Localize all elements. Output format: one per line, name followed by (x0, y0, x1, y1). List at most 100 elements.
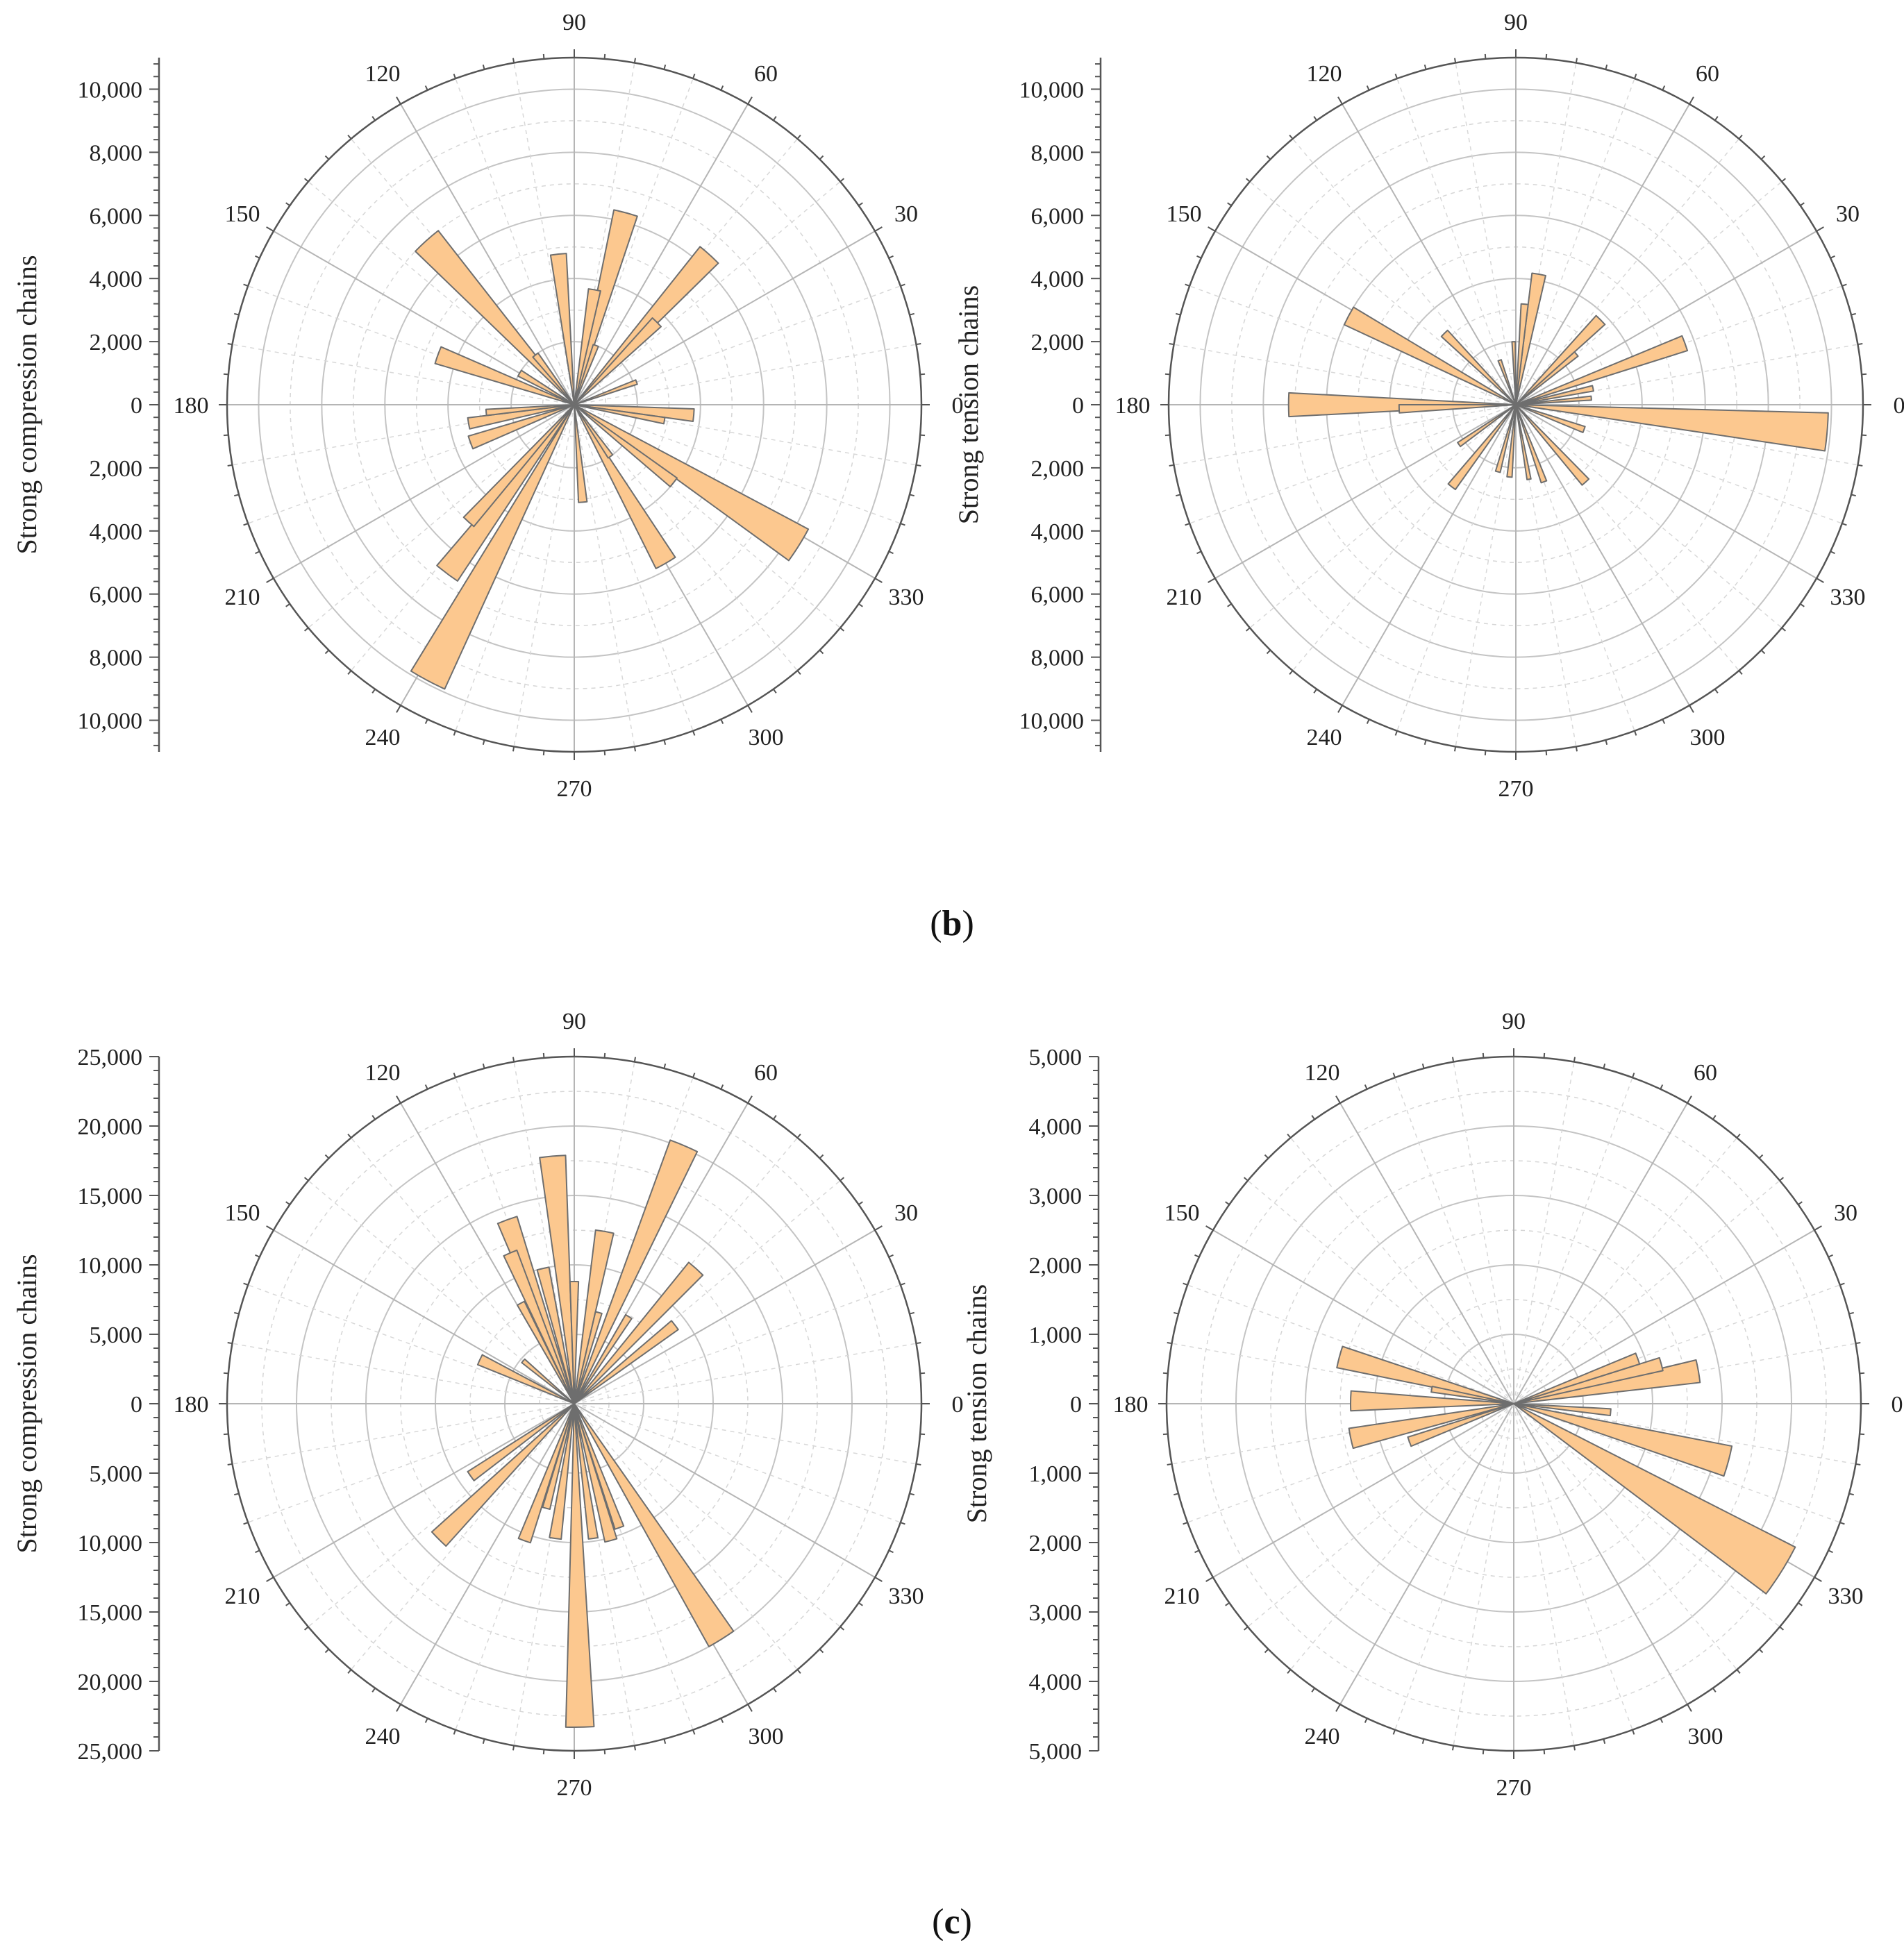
angle-tick (840, 627, 845, 632)
angle-tick (1573, 1057, 1576, 1062)
rose-bar (532, 352, 575, 405)
rose-bar (1515, 404, 1590, 486)
angle-label: 60 (754, 61, 778, 87)
angle-tick (1208, 226, 1216, 232)
angle-tick (234, 1311, 240, 1315)
angle-tick (874, 578, 883, 583)
axis-tick-label: 0 (131, 393, 142, 419)
angle-tick (888, 1254, 894, 1258)
y-axis-title: Strong tension chains (953, 285, 984, 524)
rose-bar (549, 253, 575, 405)
angle-tick (396, 705, 401, 713)
angle-label: 150 (224, 201, 260, 227)
angle-tick (1848, 1493, 1854, 1496)
angle-tick (720, 1084, 724, 1090)
angle-label: 180 (174, 393, 209, 419)
axis-tick-label: 4,000 (1029, 1670, 1083, 1695)
angle-label: 210 (1164, 1584, 1199, 1609)
angle-tick (1543, 1749, 1546, 1755)
grid-spoke (273, 404, 575, 579)
angle-tick (227, 464, 233, 467)
angle-tick (603, 750, 606, 756)
angle-tick (888, 1549, 894, 1554)
rose-bar (521, 1358, 575, 1404)
angle-tick (324, 1648, 330, 1654)
axis-tick-label: 2,000 (90, 330, 143, 355)
angle-tick (1860, 1433, 1865, 1436)
rose-bar (1515, 351, 1579, 405)
grid-spoke (1342, 404, 1517, 706)
angle-tick (1830, 255, 1835, 259)
axis-tick-label: 6,000 (1031, 582, 1085, 608)
angle-tick (1575, 58, 1578, 63)
axis-tick-label: 15,000 (78, 1600, 143, 1626)
angle-tick (1842, 523, 1847, 526)
angle-tick (858, 202, 863, 207)
angle-label: 270 (557, 1775, 592, 1801)
angle-tick (858, 1602, 863, 1606)
angle-tick (347, 134, 352, 140)
rose-bar (1513, 1403, 1612, 1417)
angle-tick (255, 1254, 260, 1258)
angle-tick (285, 202, 290, 207)
rose-bar (574, 344, 599, 405)
grid-spoke (273, 1403, 575, 1578)
angle-tick (266, 578, 274, 583)
angle-tick (1779, 1177, 1785, 1182)
angle-tick (819, 155, 824, 160)
angle-tick (1164, 373, 1170, 376)
rose-bar (415, 230, 575, 405)
angle-tick (1634, 74, 1637, 79)
angle-label: 30 (1834, 1200, 1857, 1226)
angle-tick (796, 1669, 801, 1674)
angle-tick (1714, 689, 1719, 694)
rose-bar (434, 346, 575, 405)
angle-tick (663, 65, 667, 70)
angle-label: 30 (894, 1200, 918, 1226)
rose-bar (1348, 1403, 1514, 1450)
angle-tick (303, 627, 309, 632)
angle-tick (1225, 1602, 1230, 1606)
caption-c: (c) (932, 1902, 972, 1942)
angle-tick (1851, 312, 1856, 316)
angle-tick (303, 178, 309, 183)
rose-bar (574, 404, 678, 488)
angle-tick (234, 1493, 240, 1496)
angle-tick (303, 1626, 309, 1631)
angle-tick (234, 494, 240, 497)
angle-tick (1573, 1745, 1576, 1751)
angle-tick (920, 434, 926, 437)
angle-tick (909, 1493, 915, 1496)
rose-bar (574, 1403, 599, 1540)
angle-tick (482, 65, 485, 70)
angle-tick (1760, 155, 1766, 160)
angle-tick (285, 1602, 290, 1606)
angle-tick (285, 1201, 290, 1206)
y-axis-title: Strong compression chains (11, 255, 42, 554)
grid-spoke (1513, 1229, 1815, 1404)
angle-tick (772, 1115, 777, 1120)
grid-spoke (1515, 230, 1817, 405)
angle-tick (285, 603, 290, 607)
angle-tick (888, 255, 894, 259)
angle-tick (1266, 155, 1271, 160)
angle-tick (1632, 1729, 1635, 1735)
angle-label: 330 (1828, 1584, 1864, 1609)
angle-tick (1194, 1549, 1200, 1554)
angle-tick (1860, 1372, 1865, 1375)
angle-tick (1738, 670, 1743, 675)
rose-bar (1515, 385, 1594, 405)
rose-bar (462, 404, 575, 528)
angle-tick (1482, 1749, 1485, 1755)
angle-tick (819, 649, 824, 655)
angle-tick (1287, 1133, 1292, 1139)
angle-tick (747, 96, 753, 105)
grid-spoke (1342, 103, 1517, 405)
angle-tick (1311, 1688, 1316, 1693)
angle-tick (1205, 1577, 1214, 1582)
angle-tick (255, 255, 260, 259)
rose-bar (503, 1249, 575, 1404)
angle-tick (920, 1372, 926, 1375)
angle-tick (1194, 1254, 1200, 1258)
angle-label: 60 (1694, 1060, 1717, 1086)
